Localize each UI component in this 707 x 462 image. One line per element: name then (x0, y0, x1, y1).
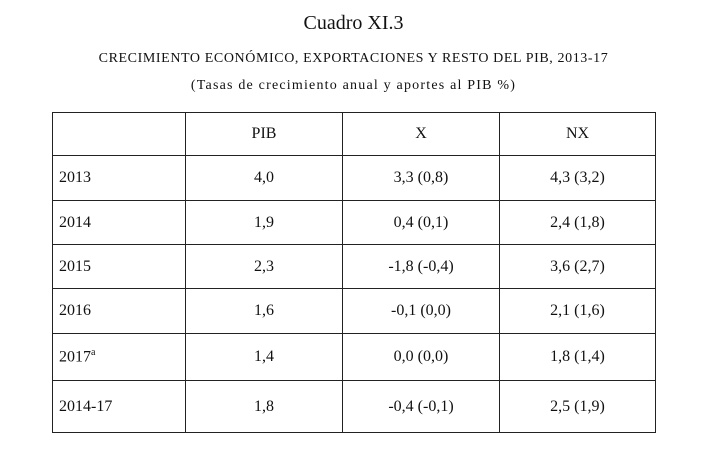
subtitle: CRECIMIENTO ECONÓMICO, EXPORTACIONES Y R… (98, 51, 609, 66)
row-label-text: 2014-17 (59, 397, 113, 415)
table-row: 2013 4,0 3,3 (0,8) 4,3 (3,2) (52, 155, 656, 201)
row-label: 2013 (52, 155, 186, 201)
cell: -1,8 (-0,4) (342, 244, 500, 289)
cell: 0,0 (0,0) (342, 333, 500, 381)
cell: 2,1 (1,6) (499, 288, 656, 334)
cell: -0,1 (0,0) (342, 288, 500, 334)
row-label: 2015 (52, 244, 186, 289)
row-label: 2014-17 (52, 380, 186, 433)
table-row: 2014-17 1,8 -0,4 (-0,1) 2,5 (1,9) (52, 380, 656, 433)
cell: 2,5 (1,9) (499, 380, 656, 433)
header-row: PIB X NX (52, 112, 656, 156)
column-header: PIB (185, 112, 343, 156)
note: (Tasas de crecimiento anual y aportes al… (190, 78, 517, 93)
cell: 4,0 (185, 155, 343, 201)
data-table: PIB X NX 2013 4,0 3,3 (0,8) 4,3 (3,2) 2014 1,9 0,… (52, 112, 656, 433)
cell: 4,3 (3,2) (499, 155, 656, 201)
table-row: 2014 1,9 0,4 (0,1) 2,4 (1,8) (52, 200, 656, 245)
cell: 1,6 (185, 288, 343, 334)
cell: 3,3 (0,8) (342, 155, 500, 201)
row-label-text: 2014 (59, 213, 91, 231)
cell: 1,4 (185, 333, 343, 381)
table-row: 2017a 1,4 0,0 (0,0) 1,8 (1,4) (52, 333, 656, 381)
row-label: 2016 (52, 288, 186, 334)
column-header (52, 112, 186, 156)
cell: 1,8 (1,4) (499, 333, 656, 381)
row-label-text: 2016 (59, 302, 91, 319)
cell: 2,4 (1,8) (499, 200, 656, 245)
row-label-text: 2015 (59, 257, 91, 275)
cell: 1,9 (185, 200, 343, 245)
row-label-text: 2013 (59, 169, 91, 186)
table-row: 2016 1,6 -0,1 (0,0) 2,1 (1,6) (52, 288, 656, 334)
title: Cuadro XI.3 (303, 12, 404, 34)
row-label: 2017a (52, 333, 186, 381)
cell: 3,6 (2,7) (499, 244, 656, 289)
column-header: NX (499, 112, 656, 156)
row-label-text: 2017 (59, 348, 91, 366)
cell: 1,8 (185, 380, 343, 433)
table-row: 2015 2,3 -1,8 (-0,4) 3,6 (2,7) (52, 244, 656, 289)
cell: 0,4 (0,1) (342, 200, 500, 245)
footnote-mark: a (91, 347, 96, 359)
cell: 2,3 (185, 244, 343, 289)
column-header: X (342, 112, 500, 156)
row-label: 2014 (52, 200, 186, 245)
cell: -0,4 (-0,1) (342, 380, 500, 433)
